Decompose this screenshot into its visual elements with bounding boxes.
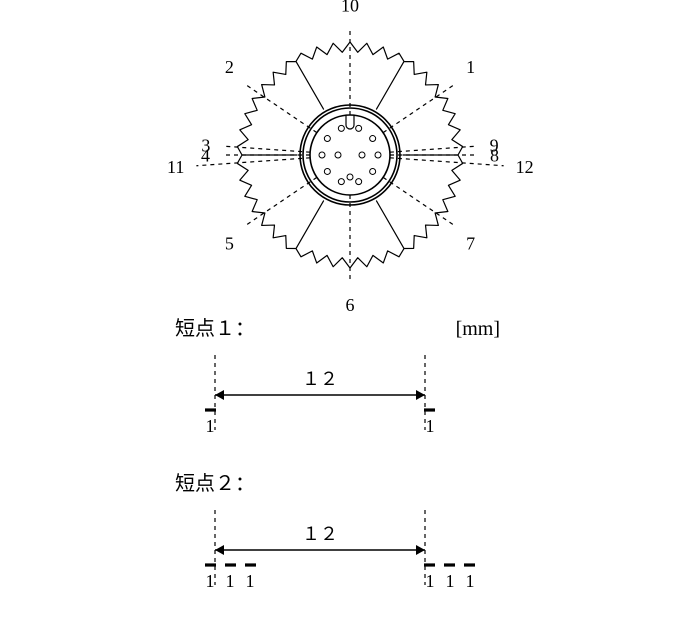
tick-label: 1 bbox=[466, 571, 475, 591]
tick-label: 1 bbox=[206, 416, 215, 436]
pin-label: 5 bbox=[225, 233, 234, 253]
pin-label: 6 bbox=[346, 295, 355, 315]
dimension-value: １２ bbox=[302, 524, 338, 544]
diagram-canvas: 123456789101112短点１：[mm]１２11短点２：１２111111 bbox=[0, 0, 700, 638]
tick-label: 1 bbox=[246, 571, 255, 591]
arrowhead-right bbox=[416, 390, 425, 400]
section-title: 短点１： bbox=[175, 317, 255, 340]
pin-label: 4 bbox=[201, 145, 210, 165]
tick-label: 1 bbox=[226, 571, 235, 591]
arrowhead-right bbox=[416, 545, 425, 555]
dimension-value: １２ bbox=[302, 369, 338, 389]
tick-label: 1 bbox=[426, 416, 435, 436]
arrowhead-left bbox=[215, 390, 224, 400]
pin-label: 9 bbox=[490, 136, 499, 156]
ring-2 bbox=[310, 115, 390, 195]
arrowhead-left bbox=[215, 545, 224, 555]
tick-label: 1 bbox=[206, 571, 215, 591]
pin-label: 10 bbox=[341, 0, 359, 15]
tick-label: 1 bbox=[446, 571, 455, 591]
pin-label: 2 bbox=[225, 57, 234, 77]
tick-label: 1 bbox=[426, 571, 435, 591]
pin-label: 1 bbox=[466, 57, 475, 77]
pin-label: 12 bbox=[516, 157, 534, 177]
section-title: 短点２： bbox=[175, 472, 255, 495]
unit-label: [mm] bbox=[456, 318, 500, 340]
pin-label: 11 bbox=[167, 157, 184, 177]
pin-label: 7 bbox=[466, 233, 475, 253]
